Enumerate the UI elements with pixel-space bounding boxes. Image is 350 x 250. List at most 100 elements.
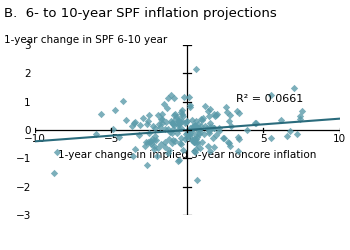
Point [252,121,258,125]
Point [227,112,232,116]
Point [191,124,196,128]
Point [178,142,184,146]
Point [211,126,216,130]
Point [151,144,156,148]
Point [202,104,208,108]
Point [170,127,176,131]
Point [171,120,176,124]
Point [158,116,163,120]
Point [183,120,189,124]
Point [298,117,303,121]
Point [193,124,198,128]
Point [176,158,182,162]
Point [191,126,196,130]
Point [162,145,168,149]
Point [146,140,151,144]
Point [124,118,129,122]
Point [178,136,184,140]
Point [188,132,193,136]
Point [169,121,175,125]
Point [234,109,240,113]
Point [162,126,168,130]
Point [158,142,164,146]
Point [236,112,242,116]
Point [278,118,284,122]
Point [153,138,159,142]
Point [214,112,219,116]
Point [211,145,217,149]
Point [187,103,193,107]
Point [194,133,199,137]
Point [137,124,143,128]
Point [132,146,138,150]
Point [206,132,211,136]
Point [207,148,212,152]
Point [193,136,198,140]
Point [172,124,177,128]
Point [198,124,204,128]
Point [178,118,184,122]
Point [190,124,195,128]
Point [193,120,199,124]
Point [220,136,226,140]
Point [193,150,198,154]
Point [288,128,293,132]
Point [207,126,212,130]
Point [294,132,300,136]
Point [178,120,183,124]
Point [225,140,231,144]
Point [216,129,221,133]
Point [120,99,126,103]
Point [130,154,135,158]
Point [201,132,207,136]
Point [215,112,220,116]
Point [155,146,161,150]
Point [176,126,182,130]
Point [148,140,154,143]
Point [191,124,197,128]
Point [186,128,192,132]
Point [201,116,206,120]
Point [193,123,198,127]
Point [191,137,197,141]
Point [178,110,184,114]
Text: 1-year change in SPF 6-10 year: 1-year change in SPF 6-10 year [4,35,167,45]
Point [182,121,188,125]
Point [113,108,118,112]
Point [191,140,197,144]
Point [150,124,156,128]
Point [174,115,180,119]
Point [297,114,302,118]
Point [116,135,122,139]
Point [169,141,175,145]
Point [149,137,155,141]
Point [170,122,176,126]
Point [144,122,150,126]
Point [175,159,181,163]
Point [163,120,169,124]
Point [237,137,242,141]
Point [142,144,148,148]
Point [111,127,116,131]
Point [147,140,153,144]
Point [165,152,170,156]
Point [180,114,186,118]
Point [144,162,149,166]
Point [235,149,241,153]
Point [183,132,189,136]
Point [212,114,218,118]
Point [182,137,188,141]
Point [194,142,200,146]
Point [171,138,176,142]
Point [211,126,216,130]
Point [172,112,177,116]
Point [197,146,203,150]
Point [155,113,161,117]
Point [148,142,154,146]
Point [213,133,218,137]
Point [175,121,181,125]
Point [173,116,178,119]
Point [299,109,305,113]
Point [197,130,203,134]
Point [225,110,230,114]
